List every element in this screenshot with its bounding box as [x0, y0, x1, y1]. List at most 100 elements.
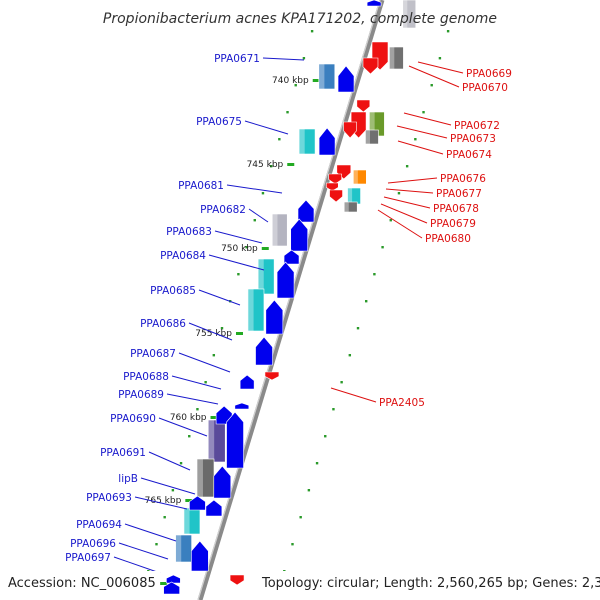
forward-gene-label: PPA0694 [76, 519, 122, 531]
forward-gene-label: PPA0688 [123, 371, 169, 383]
gene-block-rect [298, 128, 316, 155]
guide-dot [381, 246, 384, 249]
forward-gene-label: PPA0685 [150, 285, 196, 297]
reverse-gene-label: PPA0674 [446, 149, 492, 161]
forward-gene-label: PPA0671 [214, 53, 260, 65]
forward-gene-arrow [290, 218, 309, 252]
guide-dot [348, 354, 352, 357]
guide-dot [286, 111, 289, 114]
forward-gene-label: PPA0693 [86, 492, 132, 504]
forward-leader-line [118, 542, 169, 560]
reverse-leader-line [385, 188, 434, 194]
reverse-gene-arrow [325, 182, 339, 192]
forward-gene-label: PPA0687 [130, 348, 176, 360]
guide-dot [365, 300, 368, 303]
gene-block [257, 258, 275, 295]
forward-leader-line [178, 352, 231, 373]
reverse-leader-line [387, 177, 438, 184]
forward-gene-arrow [283, 249, 300, 265]
forward-gene-label: PPA0683 [166, 226, 212, 238]
reverse-gene-label: PPA0669 [466, 68, 512, 80]
guide-dot [253, 219, 256, 222]
reverse-leader-line [383, 196, 431, 209]
gene-block-rect [365, 129, 379, 145]
guide-dot [179, 462, 183, 465]
gene-block-shine [344, 202, 349, 212]
guide-dot [204, 381, 207, 384]
guide-dot [302, 57, 306, 60]
forward-leader-line [166, 393, 219, 405]
forward-gene-label: PPA0682 [200, 204, 246, 216]
guide-dot [422, 111, 425, 114]
gene-block-rect [389, 46, 404, 70]
tick-mark [210, 416, 218, 419]
guide-dot [299, 516, 302, 519]
gene-block-shine [347, 188, 353, 204]
reverse-leader-line [380, 203, 428, 224]
forward-gene-arrow [191, 540, 209, 572]
gene-block-shine [208, 420, 215, 462]
tick-label: 755 kbp [195, 329, 232, 339]
forward-leader-line [140, 477, 196, 495]
tick-mark [261, 247, 269, 250]
topology-bg [258, 571, 600, 593]
accession-bg [0, 571, 160, 593]
forward-leader-line [244, 120, 289, 135]
forward-leader-line [188, 322, 233, 341]
forward-leader-line [171, 375, 222, 390]
reverse-gene-arrow [229, 574, 245, 586]
forward-leader-line [148, 451, 191, 471]
forward-gene-arrow [366, 0, 382, 7]
gene-block-rect [271, 213, 288, 247]
guide-dot [315, 462, 319, 465]
guide-dot [340, 381, 343, 384]
guide-dot [237, 273, 240, 276]
reverse-gene-label: PPA0672 [454, 120, 500, 132]
gene-block-shine [369, 112, 375, 136]
forward-gene-arrow [265, 299, 284, 335]
topology-text: Topology: circular; Length: 2,560,265 bp… [261, 576, 600, 591]
reverse-gene-label: PPA0678 [433, 203, 479, 215]
gene-blocks [175, 0, 417, 563]
guide-dot [212, 354, 216, 357]
accession-text: Accession: NC_006085 [8, 576, 156, 591]
guide-dot [438, 57, 442, 60]
tick-label: 745 kbp [247, 160, 284, 170]
reverse-leader-line [377, 209, 423, 239]
guide-dot [332, 408, 335, 411]
gene-block-shine [197, 459, 203, 497]
guide-dot [188, 435, 191, 438]
guide-dot [324, 435, 327, 438]
guide-dot [356, 327, 360, 330]
scale-ticks: 740 kbp 745 kbp 750 kbp 755 kbp 760 kbp 765 k… [145, 76, 320, 589]
forward-gene-label: PPA0686 [140, 318, 186, 330]
genome-backbone [197, 0, 385, 600]
forward-gene-label: PPA0689 [118, 389, 164, 401]
gene-block [343, 201, 358, 213]
gene-block [365, 129, 379, 145]
tick-mark [185, 499, 193, 502]
guide-dot [278, 138, 281, 141]
forward-leader-line [158, 417, 208, 437]
reverse-gene-label: PPA2405 [379, 397, 425, 409]
guide-dot [269, 165, 273, 168]
forward-gene-arrow [166, 574, 181, 584]
tick-label: 740 kbp [272, 76, 309, 86]
reverse-gene-label: PPA0676 [440, 173, 486, 185]
forward-gene-arrow [205, 499, 223, 517]
guide-dot [414, 138, 417, 141]
tick-label: 760 kbp [170, 413, 207, 423]
reverse-gene-label: PPA0673 [450, 133, 496, 145]
gene-block [353, 169, 367, 185]
gene-block [298, 128, 316, 155]
guide-dot [310, 30, 314, 33]
forward-gene-arrow [239, 374, 255, 390]
reverse-gene-label: PPA0680 [425, 233, 471, 245]
reverse-gene-arrow [328, 173, 343, 185]
reverse-leader-line [408, 65, 460, 88]
forward-leader-line [113, 556, 161, 574]
forward-leader-line [198, 289, 241, 306]
gene-block [207, 419, 226, 463]
forward-gene-label: PPA0691 [100, 447, 146, 459]
